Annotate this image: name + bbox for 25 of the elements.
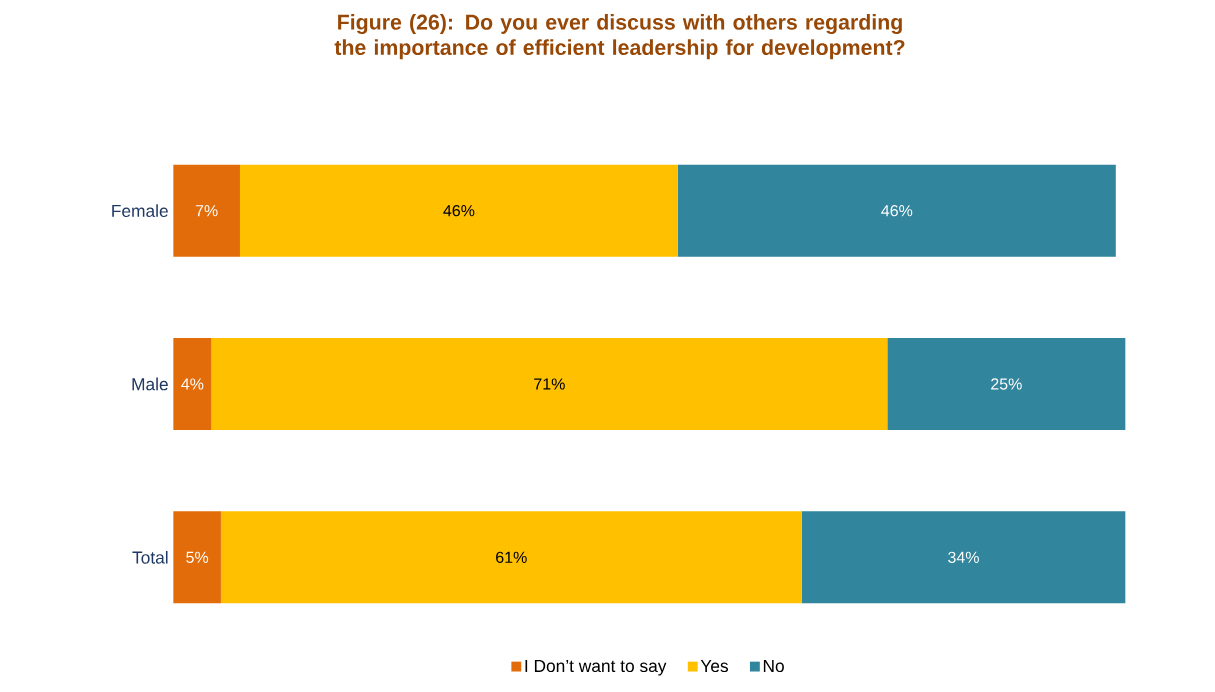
y-tick-label: Male bbox=[132, 377, 168, 391]
legend-label: No bbox=[763, 660, 784, 673]
data-label: 71% bbox=[534, 378, 565, 390]
legend-label: Yes bbox=[700, 660, 729, 673]
data-label: 34% bbox=[948, 551, 979, 563]
data-label: 4% bbox=[181, 378, 204, 390]
bar bbox=[211, 338, 888, 430]
data-label: 7% bbox=[195, 205, 218, 217]
data-label: 61% bbox=[496, 551, 527, 563]
bar bbox=[173, 511, 221, 604]
data-label: 46% bbox=[881, 205, 913, 217]
bar bbox=[239, 164, 678, 257]
data-label: 46% bbox=[443, 205, 475, 217]
chart-title: Figure (26): Do you ever discuss with others regarding the importance of efficient leadership for development? bbox=[334, 14, 905, 60]
bar bbox=[173, 164, 240, 257]
legend-label: I Don’t want to say bbox=[525, 660, 667, 676]
y-tick-label: Total bbox=[132, 550, 168, 564]
bar bbox=[801, 511, 1126, 604]
data-label: 5% bbox=[186, 551, 209, 563]
bar bbox=[887, 338, 1126, 430]
data-label: 25% bbox=[991, 378, 1022, 390]
bar bbox=[220, 511, 802, 604]
y-tick-label: Female bbox=[112, 204, 168, 218]
bar bbox=[173, 338, 212, 430]
bar bbox=[677, 164, 1116, 257]
